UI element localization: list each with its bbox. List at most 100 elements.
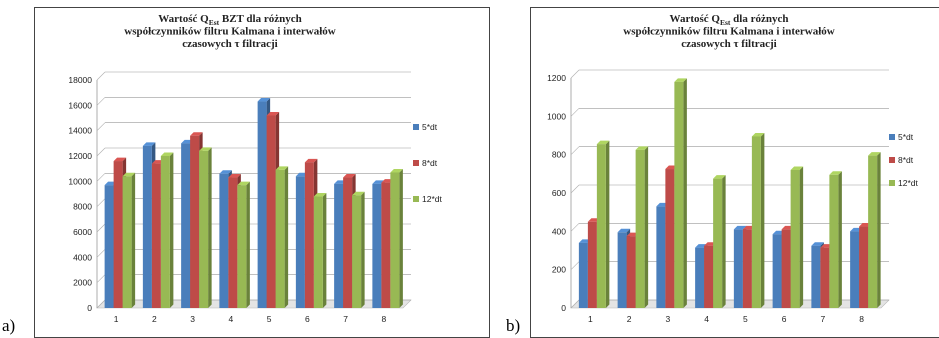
y-tick-label: 800 [552,150,566,160]
x-tick-label: 6 [782,314,787,324]
bar [190,135,200,308]
gridline-diag [570,108,580,117]
gridline-diag [96,223,106,233]
bar-side [361,191,365,308]
bar-side [284,166,289,308]
legend-label: 8*dt [422,158,438,168]
y-tick-label: 400 [552,226,566,236]
panel-label-a: a) [2,316,16,335]
bar [850,231,860,308]
bar-top [617,228,631,233]
bar-top [257,98,271,102]
bar [390,172,400,308]
gridline-diag [570,146,580,155]
x-tick-label: 5 [267,314,272,324]
title-segment: Est [209,18,220,27]
bar-top [790,166,804,170]
bar [820,247,830,308]
bar-top [390,168,403,173]
legend-swatch [889,157,895,163]
bar [381,182,391,308]
bar [713,178,723,308]
chart-title-line: współczynników filtru Kalmana i interwał… [124,26,336,38]
bar-side [877,152,881,308]
bar [626,236,636,308]
bar-top [635,146,649,150]
bar [275,169,285,308]
bar [181,143,191,308]
y-tick-label: 8000 [73,202,92,212]
gridline-diag [570,223,580,232]
legend-label: 5*dt [422,122,438,132]
bar [343,177,353,308]
bar-side [722,175,726,308]
bar-top [596,140,610,145]
bar [334,183,344,308]
y-tick-label: 6000 [73,227,92,237]
bar [122,176,132,308]
gridline-diag [96,299,106,309]
legend-swatch [889,180,895,186]
y-tick-label: 1200 [547,73,566,83]
bar [859,226,869,308]
panel-label-b: b) [506,316,521,335]
x-tick-label: 5 [743,314,748,324]
bar-top [113,157,127,162]
y-tick-label: 200 [552,265,566,275]
bar-top [674,78,687,82]
y-tick-label: 4000 [73,252,92,262]
bar-side [399,168,403,308]
bar [742,229,752,308]
bar [790,170,800,308]
bar-top [160,152,174,156]
title-segment: Est [720,18,731,27]
chart-a: Wartość QEst BZT dla różnychwspółczynnik… [68,13,442,324]
y-tick-label: 12000 [68,151,92,161]
bar-top [190,132,203,136]
title-segment: Wartość Q [670,13,721,25]
chart-title-line: Wartość QEst dla różnych [670,13,789,27]
bar [313,196,323,308]
title-segment: Wartość Q [158,13,209,25]
bar-top [343,174,356,178]
x-tick-label: 7 [821,314,826,324]
y-tick-label: 16000 [68,100,92,110]
legend-label: 8*dt [898,155,914,165]
bar-top [266,111,280,116]
bar-top [122,172,136,177]
bar [372,183,382,308]
bar [237,185,247,308]
title-segment: BZT dla różnych [219,13,302,25]
title-segment: dla różnych [730,13,788,25]
bar-top [811,242,824,246]
bar-side [322,193,327,308]
bar [113,161,123,308]
bar-top [304,158,318,163]
gridline-diag [96,97,106,106]
bar [665,169,675,308]
chart-title-line: współczynników filtru Kalmana i interwał… [623,26,835,38]
legend-swatch [413,160,419,166]
bar-top [868,152,881,156]
legend-swatch [413,196,419,202]
gridline-diag [570,184,580,194]
bar-top [199,147,212,151]
bar [304,162,314,308]
bar-side [169,152,174,308]
bar-top [237,181,250,186]
bar [772,234,782,308]
legend-label: 5*dt [898,132,914,142]
x-tick-label: 3 [190,314,195,324]
x-tick-label: 1 [114,314,119,324]
y-tick-label: 600 [552,188,566,198]
y-tick-label: 0 [561,303,566,313]
legend-swatch [413,124,419,130]
x-tick-label: 1 [588,314,593,324]
bar-side [799,166,804,308]
x-tick-label: 2 [152,314,157,324]
bar [151,163,161,308]
legend-label: 12*dt [898,178,918,188]
bar [219,173,229,308]
gridline-diag [570,261,580,270]
bar-side [760,132,765,308]
